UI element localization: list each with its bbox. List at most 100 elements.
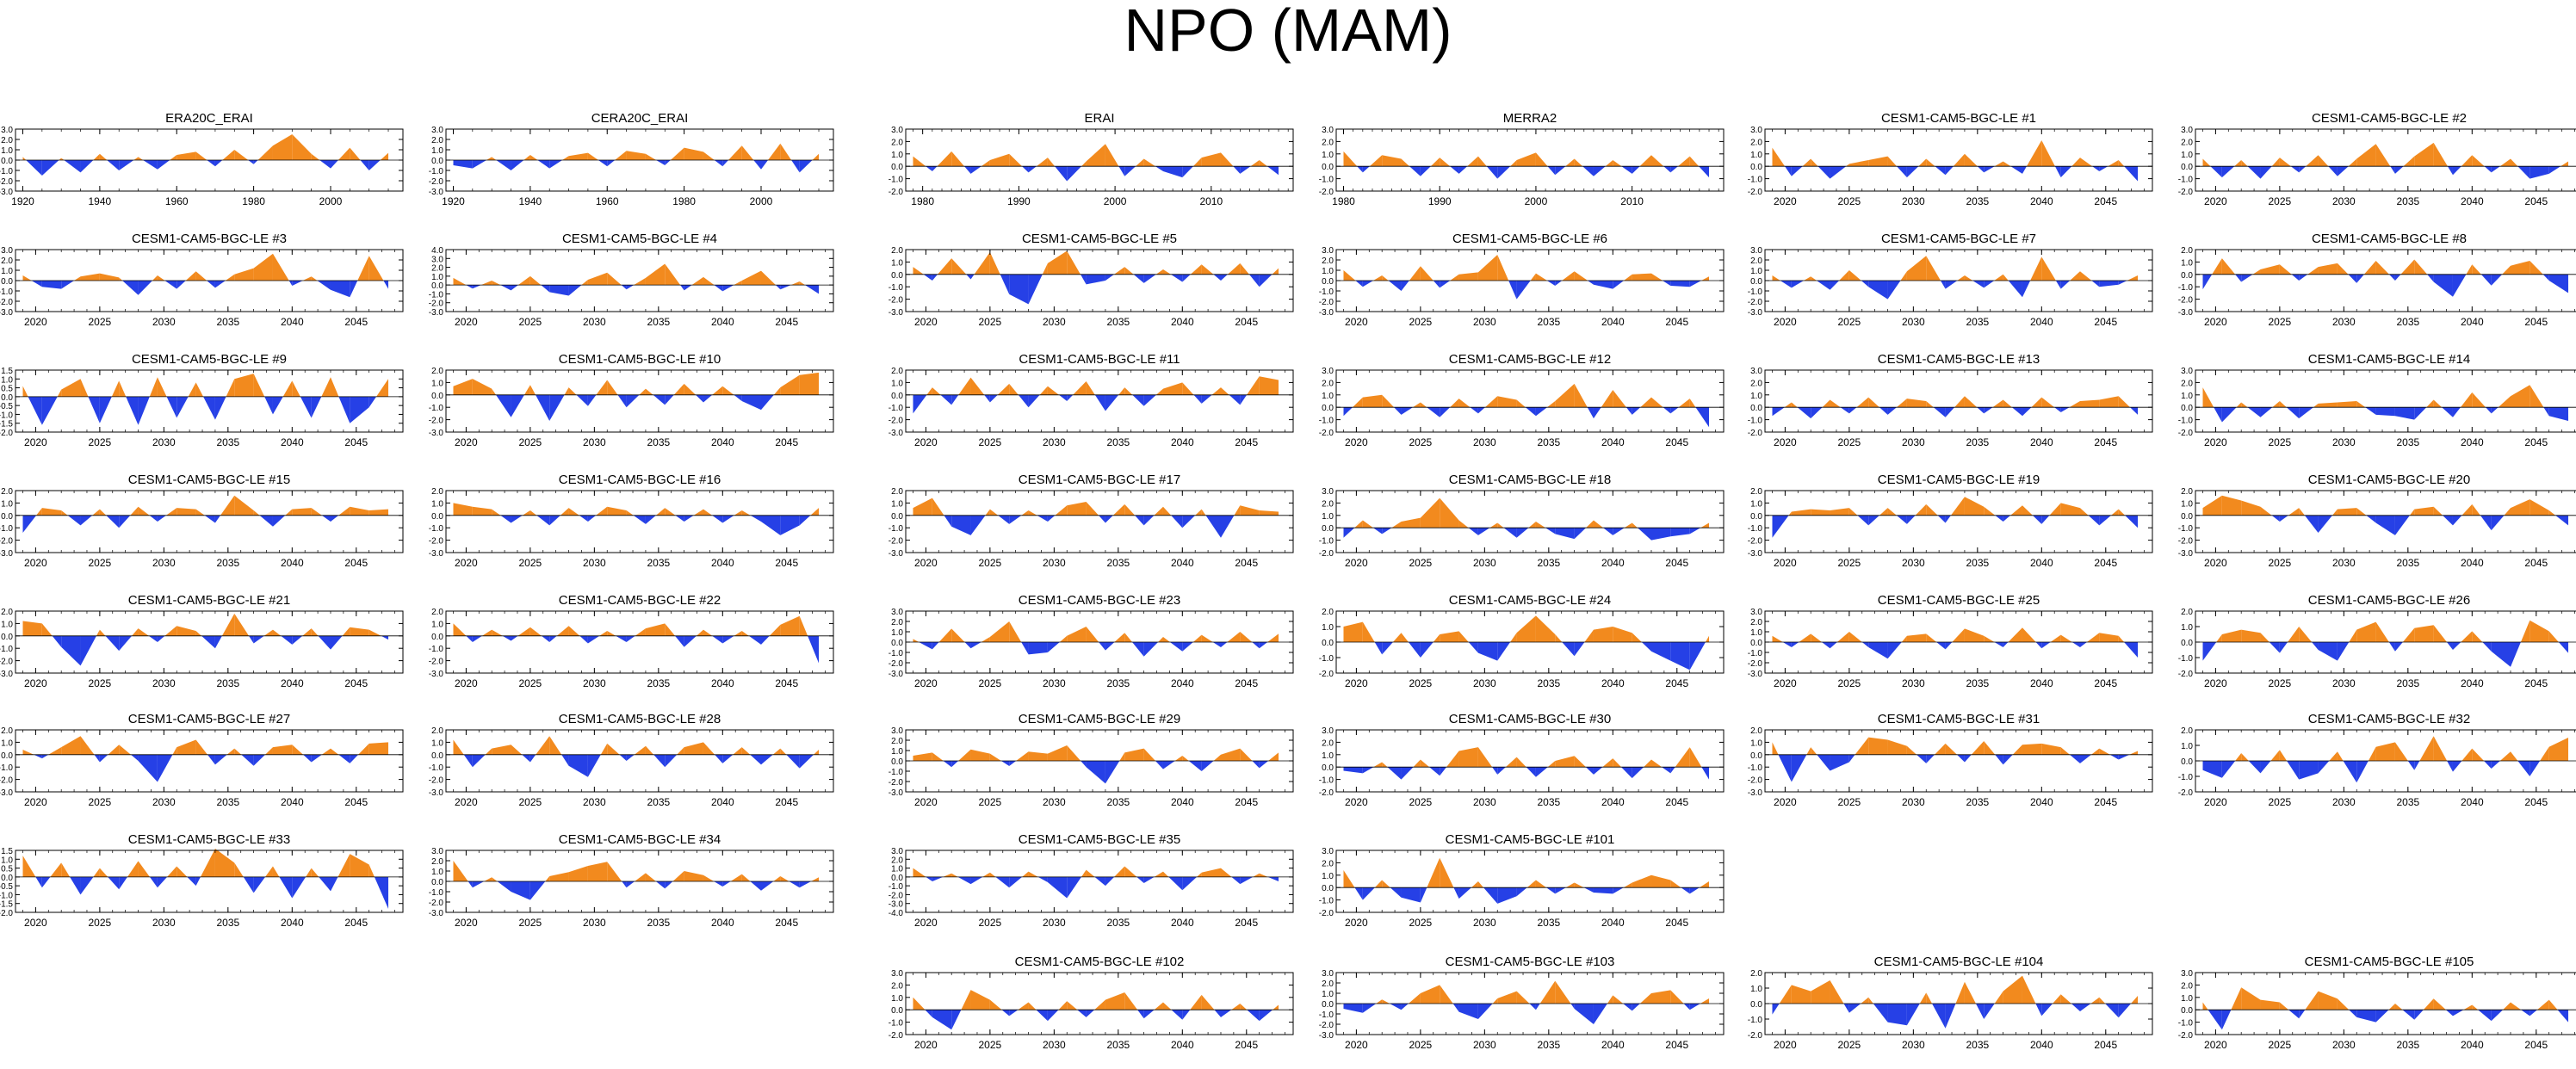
area-segment xyxy=(1047,515,1056,522)
area-segment xyxy=(703,874,715,881)
area-segment xyxy=(2328,166,2338,176)
area-segment xyxy=(1220,515,1235,538)
area-segment xyxy=(2127,275,2139,281)
plot-frame xyxy=(15,369,404,433)
x-tick-label: 2035 xyxy=(2396,195,2419,207)
area-segment xyxy=(2241,500,2261,516)
area-segment xyxy=(1016,751,1029,761)
area-segment xyxy=(2530,385,2544,408)
y-tick-label: 2.0 xyxy=(431,487,443,497)
area-segment xyxy=(812,153,820,160)
x-tick-label: 2000 xyxy=(750,195,773,207)
panel-18: CESM1-CAM5-BGC-LE #143.02.01.00.0-1.0-2.… xyxy=(2178,352,2576,448)
area-segment xyxy=(272,629,282,636)
x-tick-label: 2035 xyxy=(1966,316,1989,328)
area-segment xyxy=(2216,634,2222,642)
area-segment xyxy=(1994,161,2003,167)
area-segment xyxy=(2260,761,2271,774)
area-segment xyxy=(568,508,579,516)
x-tick-label: 2035 xyxy=(1106,436,1130,448)
area-segment xyxy=(2287,761,2300,780)
area-segment xyxy=(1670,281,1690,287)
area-segment xyxy=(970,749,990,761)
area-segment xyxy=(50,862,62,877)
y-tick-label: 0.0 xyxy=(1750,751,1762,761)
panel-title: CESM1-CAM5-BGC-LE #19 xyxy=(1878,473,2040,487)
area-segment xyxy=(1935,166,1946,176)
area-segment xyxy=(799,372,820,395)
area-segment xyxy=(2366,515,2376,523)
y-tick-label: 1.0 xyxy=(1322,512,1334,522)
area-segment xyxy=(1039,386,1048,395)
area-segment xyxy=(943,761,952,768)
area-segment xyxy=(1492,767,1498,775)
y-tick-label: 1.0 xyxy=(1750,738,1762,748)
area-segment xyxy=(1169,642,1183,652)
area-segment xyxy=(166,508,177,516)
area-segment xyxy=(1593,407,1601,419)
x-tick-label: 2040 xyxy=(1601,316,1625,328)
x-tick-label: 2025 xyxy=(979,796,1002,808)
area-segment xyxy=(1497,642,1511,661)
y-tick-label: 2.0 xyxy=(891,737,903,746)
area-segment xyxy=(1362,394,1383,408)
area-segment xyxy=(2060,503,2080,516)
area-segment xyxy=(1640,397,1651,408)
x-tick-label: 2020 xyxy=(24,796,47,808)
area-segment xyxy=(2482,642,2492,652)
area-segment xyxy=(201,635,215,649)
y-tick-label: 0.0 xyxy=(891,271,903,281)
area-segment xyxy=(1547,761,1556,768)
area-segment xyxy=(1896,515,1907,524)
area-segment xyxy=(22,275,32,281)
area-segment xyxy=(1700,522,1710,528)
area-segment xyxy=(1420,402,1427,408)
area-segment xyxy=(1124,748,1144,761)
x-tick-label: 2035 xyxy=(2396,796,2419,808)
area-segment xyxy=(2079,642,2087,647)
area-segment xyxy=(1220,274,1228,281)
area-segment xyxy=(1689,747,1702,768)
area-segment xyxy=(195,151,207,160)
area-segment xyxy=(381,635,389,640)
y-tick-label: -1.0 xyxy=(0,763,13,773)
y-tick-label: -1.0 xyxy=(1748,649,1763,658)
x-tick-label: 2020 xyxy=(24,436,47,448)
area-segment xyxy=(511,515,523,523)
area-segment xyxy=(2313,403,2319,408)
area-segment xyxy=(492,745,511,755)
x-tick-label: 2045 xyxy=(1665,316,1688,328)
x-tick-label: 2020 xyxy=(24,677,47,689)
area-segment xyxy=(1641,642,1651,652)
area-segment xyxy=(119,745,131,755)
area-segment xyxy=(791,160,800,173)
area-segment xyxy=(1420,642,1434,658)
area-segment xyxy=(2510,642,2521,667)
area-segment xyxy=(2003,754,2013,765)
area-segment xyxy=(932,274,938,281)
area-segment xyxy=(1409,166,1421,176)
area-segment xyxy=(1190,264,1202,275)
y-tick-label: 2.0 xyxy=(1322,738,1334,748)
area-segment xyxy=(41,754,49,759)
panel-36: CESM1-CAM5-BGC-LE #322.01.00.0-1.0-2.020… xyxy=(2178,712,2576,808)
x-tick-label: 2040 xyxy=(281,436,304,448)
area-segment xyxy=(2318,642,2338,661)
y-tick-label: 4.0 xyxy=(431,246,443,256)
area-segment xyxy=(22,621,42,636)
area-segment xyxy=(1470,407,1478,414)
area-segment xyxy=(1028,642,1048,655)
area-segment xyxy=(99,396,112,423)
area-segment xyxy=(2414,625,2434,642)
area-segment xyxy=(368,509,389,516)
area-segment xyxy=(1468,528,1478,535)
y-tick-label: 0.0 xyxy=(1,157,13,166)
area-segment xyxy=(2235,274,2242,282)
area-segment xyxy=(607,272,622,286)
area-segment xyxy=(2443,515,2453,526)
area-segment xyxy=(1699,166,1710,178)
panel-27: CESM1-CAM5-BGC-LE #233.02.01.00.0-1.0-2.… xyxy=(889,593,1294,689)
area-segment xyxy=(303,754,312,763)
area-segment xyxy=(1670,642,1690,670)
area-segment xyxy=(1839,270,1849,281)
